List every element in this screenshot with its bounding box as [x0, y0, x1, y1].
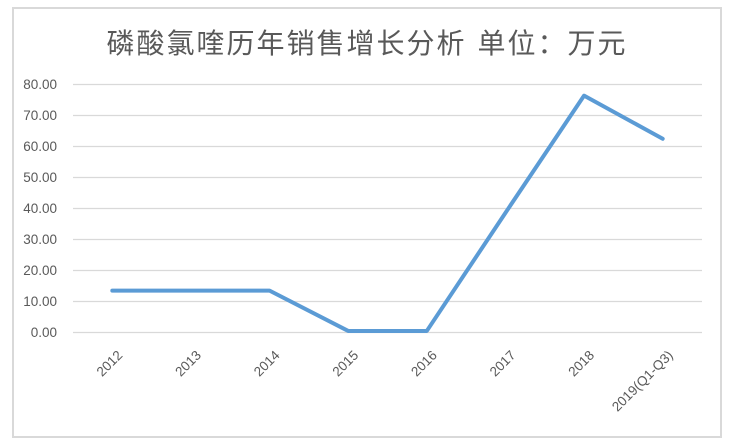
y-tick-label: 20.00 — [23, 263, 57, 278]
y-tick-label: 40.00 — [23, 201, 57, 216]
x-tick-label: 2018 — [565, 348, 597, 380]
chart-title: 磷酸氯喹历年销售增长分析 单位：万元 — [106, 27, 628, 60]
y-tick-label: 30.00 — [23, 232, 57, 247]
sales-line — [110, 93, 665, 333]
x-tick-label: 2012 — [94, 348, 126, 380]
x-axis-labels: 2012 2013 2014 2015 2016 2017 2018 2019(Q1-Q3) — [94, 347, 676, 414]
y-axis-labels: 0.00 10.00 20.00 30.00 40.00 50.00 60.00 70.00 8… — [23, 77, 57, 340]
y-tick-label: 80.00 — [23, 77, 57, 92]
y-tick-label: 70.00 — [23, 108, 57, 123]
x-tick-label: 2019(Q1-Q3) — [609, 348, 676, 415]
y-tick-label: 0.00 — [31, 325, 57, 340]
x-tick-label: 2017 — [487, 348, 519, 380]
x-tick-label: 2016 — [408, 348, 440, 380]
x-tick-label: 2015 — [329, 348, 361, 380]
gridlines — [73, 83, 702, 334]
y-tick-label: 60.00 — [23, 139, 57, 154]
chart-frame — [12, 7, 722, 438]
x-tick-label: 2014 — [251, 347, 283, 379]
x-tick-label: 2013 — [172, 348, 204, 380]
y-tick-label: 10.00 — [23, 294, 57, 309]
y-tick-label: 50.00 — [23, 170, 57, 185]
